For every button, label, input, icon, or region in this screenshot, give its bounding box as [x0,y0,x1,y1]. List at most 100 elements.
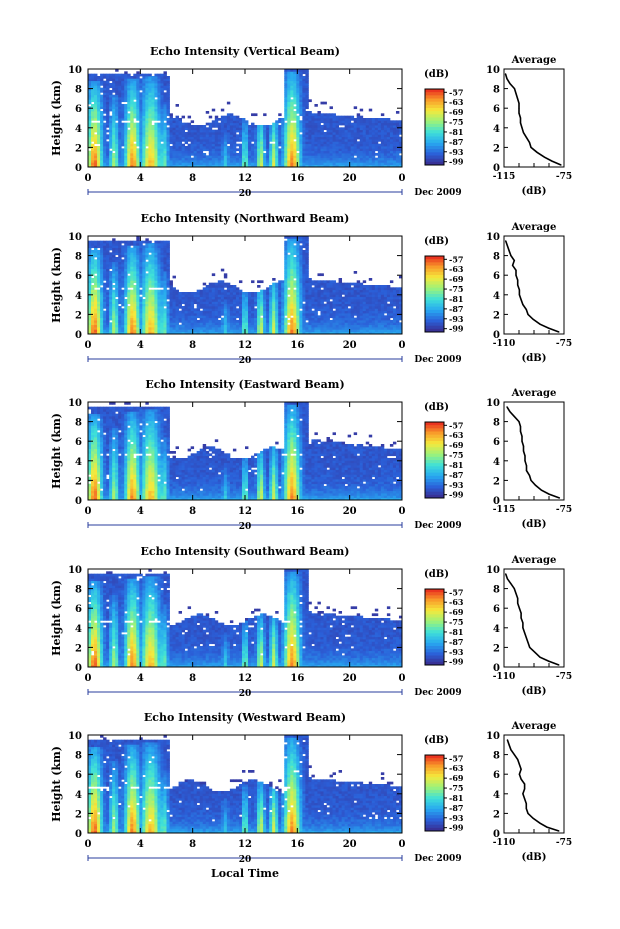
heatmap-cell [208,153,213,156]
heatmap-cell [145,80,149,84]
heatmap-cell [377,136,382,140]
heatmap-cell [362,139,367,142]
heatmap-cell [296,132,300,135]
heatmap-cell [163,101,167,105]
heatmap-cell [235,164,240,168]
heatmap-cell [118,106,122,110]
heatmap-cell [308,153,312,156]
heatmap-cell [136,261,140,265]
heatmap-cell [254,310,258,314]
heatmap-cell [133,245,137,249]
heatmap-cell [347,150,352,154]
heatmap-cell [284,92,288,96]
heatmap-cell [106,106,110,110]
heatmap-cell [269,136,273,140]
heatmap-cell [196,301,201,305]
heatmap-cell [299,303,303,307]
heatmap-cell [383,164,388,168]
heatmap-cell [148,162,152,166]
heatmap-cell [151,118,155,121]
heatmap-cell [124,153,128,156]
heatmap-cell [395,150,400,154]
heatmap-cell [130,146,134,149]
heatmap-cell [196,141,201,145]
heatmap-cell [296,252,300,256]
profile-title: Average [511,55,557,66]
heatmap-cell [214,122,219,126]
heatmap-cell [332,127,336,131]
heatmap-cell [94,280,98,284]
heatmap-cell [130,301,134,305]
heatmap-cell [103,254,107,258]
heatmap-cell [371,150,376,154]
heatmap-cell [272,146,276,149]
heatmap-cell [97,101,101,105]
heatmap-cell [299,153,303,156]
heatmap-cell [232,118,237,121]
heatmap-cell [115,261,119,265]
heatmap-cell [272,317,276,321]
heatmap-cell [184,317,189,321]
heatmap-cell [281,322,285,326]
profile-point [518,107,520,109]
heatmap-cell [157,139,161,142]
heatmap-cell [296,324,300,328]
heatmap-cell [344,132,349,135]
heatmap-cell [308,160,312,163]
heatmap-cell [151,322,155,326]
heatmap-cell [257,136,261,140]
heatmap-cell [100,280,104,284]
heatmap-cell [148,125,152,128]
heatmap-cell [217,306,222,309]
heatmap-cell [178,120,182,124]
heatmap-cell [88,315,92,319]
heatmap-cell [223,164,228,168]
heatmap-cell [124,324,128,328]
heatmap-cell [94,99,98,103]
heatmap-cell [163,317,167,321]
heatmap-cell [305,162,309,166]
heatmap-cell [347,122,352,126]
heatmap-cell [115,141,119,145]
heatmap-cell [377,118,382,121]
heatmap-cell [109,247,113,251]
heatmap-cell [235,292,240,295]
heatmap-cell [145,157,149,161]
heatmap-cell [181,164,186,168]
heatmap-cell [202,329,207,333]
heatmap-cell [238,129,243,133]
heatmap-cell [368,122,373,126]
heatmap-cell [97,301,101,305]
heatmap-cell [145,296,149,300]
heatmap-cell [166,268,170,272]
heatmap-cell [202,308,207,312]
heatmap-cell [133,287,137,291]
heatmap-cell [163,240,167,244]
heatmap-cell [398,164,403,168]
heatmap-cell [100,296,104,300]
heatmap-cell [91,252,95,256]
heatmap-cell [184,327,189,330]
heatmap-cell [169,146,173,149]
heatmap-cell [199,139,204,142]
heatmap-cell [290,243,294,246]
heatmap-cell [362,127,367,131]
heatmap-cell [172,287,176,291]
heatmap-cell [130,303,134,307]
heatmap-cell [232,153,237,156]
heatmap-cell [226,136,231,140]
heatmap-cell [196,157,201,161]
heatmap-cell [305,317,309,321]
heatmap-cell [148,280,152,284]
heatmap-cell [103,122,107,126]
heatmap-cell [190,292,195,295]
heatmap-cell [178,150,182,154]
heatmap-cell [275,134,279,138]
heatmap-cell [293,273,297,277]
heatmap-cell [223,299,228,302]
heatmap-cell [148,113,152,117]
heatmap-cell [97,106,101,110]
heatmap-cell [296,85,300,89]
heatmap-cell [302,331,306,335]
heatmap-cell [133,85,137,89]
